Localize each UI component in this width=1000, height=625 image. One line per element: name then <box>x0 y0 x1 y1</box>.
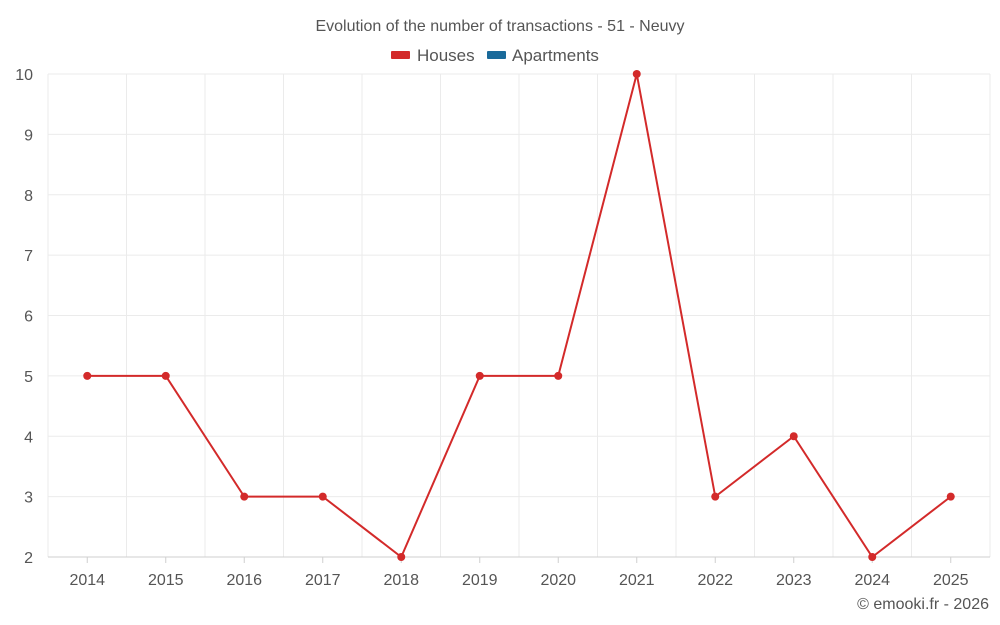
y-tick-label: 9 <box>24 127 33 144</box>
data-point-houses[interactable] <box>240 492 249 501</box>
x-tick-label: 2016 <box>226 572 262 589</box>
legend-swatch-houses <box>391 51 410 59</box>
data-point-houses[interactable] <box>318 492 327 501</box>
series-line-houses <box>87 73 952 558</box>
data-point-houses[interactable] <box>711 492 720 501</box>
chart-legend: Houses Apartments <box>391 46 599 65</box>
y-tick-label: 2 <box>24 550 33 567</box>
x-tick-label: 2015 <box>148 572 184 589</box>
data-point-houses[interactable] <box>868 553 877 561</box>
x-axis-ticks: 2014 2015 2016 2017 2018 2019 2020 2021 2022 2023… <box>69 572 968 589</box>
x-tick-label: 2017 <box>305 572 341 589</box>
data-point-houses[interactable] <box>161 371 170 380</box>
data-point-houses[interactable] <box>83 371 92 380</box>
x-tick-label: 2025 <box>933 572 969 589</box>
axes <box>48 556 990 563</box>
y-tick-label: 8 <box>24 188 33 205</box>
y-tick-label: 5 <box>24 369 33 386</box>
legend-swatch-apartments <box>487 51 506 59</box>
y-axis-ticks: 2 3 4 5 6 7 8 9 10 <box>15 67 33 567</box>
legend-label-houses[interactable]: Houses <box>417 46 475 65</box>
x-tick-label: 2018 <box>383 572 419 589</box>
x-tick-label: 2024 <box>854 572 890 589</box>
x-tick-label: 2019 <box>462 572 498 589</box>
data-point-houses[interactable] <box>554 371 563 380</box>
series-layer <box>83 70 955 561</box>
y-tick-label: 7 <box>24 248 33 265</box>
x-tick-label: 2022 <box>697 572 733 589</box>
legend-label-apartments[interactable]: Apartments <box>512 46 599 65</box>
x-tick-label: 2020 <box>540 572 576 589</box>
x-tick-label: 2014 <box>69 572 105 589</box>
grid <box>47 73 991 557</box>
y-tick-label: 6 <box>24 309 33 326</box>
y-tick-label: 3 <box>24 490 33 507</box>
y-tick-label: 4 <box>24 429 33 446</box>
copyright-credit: © emooki.fr - 2026 <box>857 596 989 613</box>
data-point-houses[interactable] <box>475 371 484 380</box>
data-point-houses[interactable] <box>789 432 798 441</box>
series-houses <box>83 70 955 561</box>
chart-title: Evolution of the number of transactions … <box>315 18 684 35</box>
y-tick-label: 10 <box>15 67 33 84</box>
x-tick-label: 2023 <box>776 572 812 589</box>
data-point-houses[interactable] <box>632 70 641 78</box>
x-tick-label: 2021 <box>619 572 655 589</box>
data-point-houses[interactable] <box>397 553 406 561</box>
data-point-houses[interactable] <box>946 492 955 501</box>
